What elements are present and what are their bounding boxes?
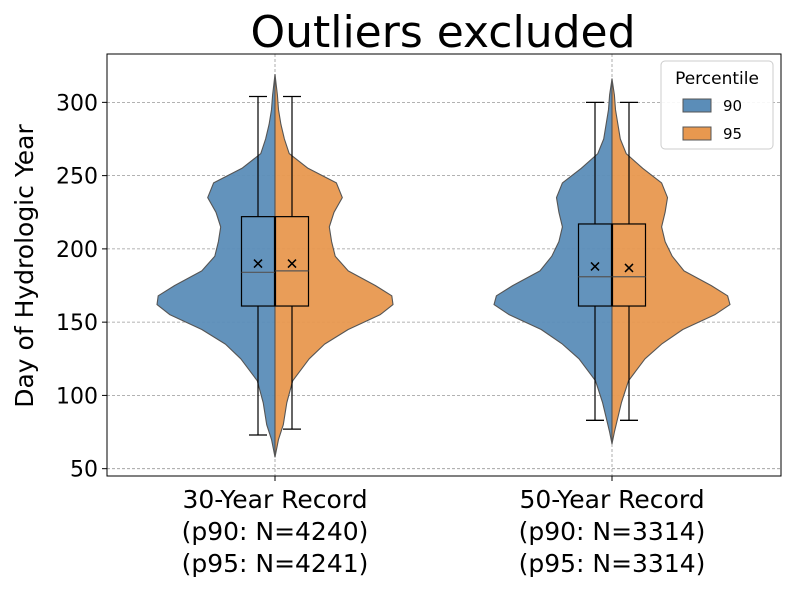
mean-marker-series-90-group-2 bbox=[590, 261, 600, 271]
x-tick-label-line: (p95: N=3314) bbox=[519, 549, 706, 578]
legend-swatch-95 bbox=[682, 126, 712, 141]
legend: Percentile 90 95 bbox=[660, 60, 774, 150]
x-tick-label-line: (p90: N=4240) bbox=[182, 517, 369, 546]
x-tick-label-line: (p95: N=4241) bbox=[182, 549, 369, 578]
box-series-95-group-1 bbox=[274, 216, 310, 307]
mean-marker-series-95-group-2 bbox=[624, 263, 634, 273]
box-series-90-group-1 bbox=[240, 216, 276, 307]
box-series-90-group-2 bbox=[577, 223, 613, 307]
mean-marker-series-90-group-1 bbox=[253, 259, 263, 269]
mean-marker-series-95-group-1 bbox=[287, 259, 297, 269]
legend-label-90: 90 bbox=[723, 97, 742, 115]
violin-95-group-1 bbox=[274, 73, 394, 458]
box-series-95-group-2 bbox=[611, 223, 647, 307]
y-tick-label: 250 bbox=[56, 165, 98, 190]
x-tick-label-line: 30-Year Record bbox=[182, 485, 367, 514]
x-tick-label-line: (p90: N=3314) bbox=[519, 517, 706, 546]
y-tick-label: 150 bbox=[56, 311, 98, 336]
y-tick-label: 200 bbox=[56, 238, 98, 263]
violin-90-group-2 bbox=[493, 78, 613, 445]
chart-title: Outliers excluded bbox=[250, 7, 635, 58]
y-tick-label: 100 bbox=[56, 384, 98, 409]
legend-swatch-90 bbox=[682, 98, 712, 113]
violin-90-group-1 bbox=[156, 73, 276, 458]
legend-title: Percentile bbox=[675, 69, 759, 89]
legend-label-95: 95 bbox=[723, 125, 742, 143]
plot-frame bbox=[106, 53, 782, 477]
y-axis-label: Day of Hydrologic Year bbox=[10, 124, 39, 408]
y-tick-label: 300 bbox=[56, 91, 98, 116]
y-tick-label: 50 bbox=[70, 458, 98, 483]
x-tick-label-line: 50-Year Record bbox=[519, 485, 704, 514]
violin-95-group-2 bbox=[611, 78, 731, 445]
